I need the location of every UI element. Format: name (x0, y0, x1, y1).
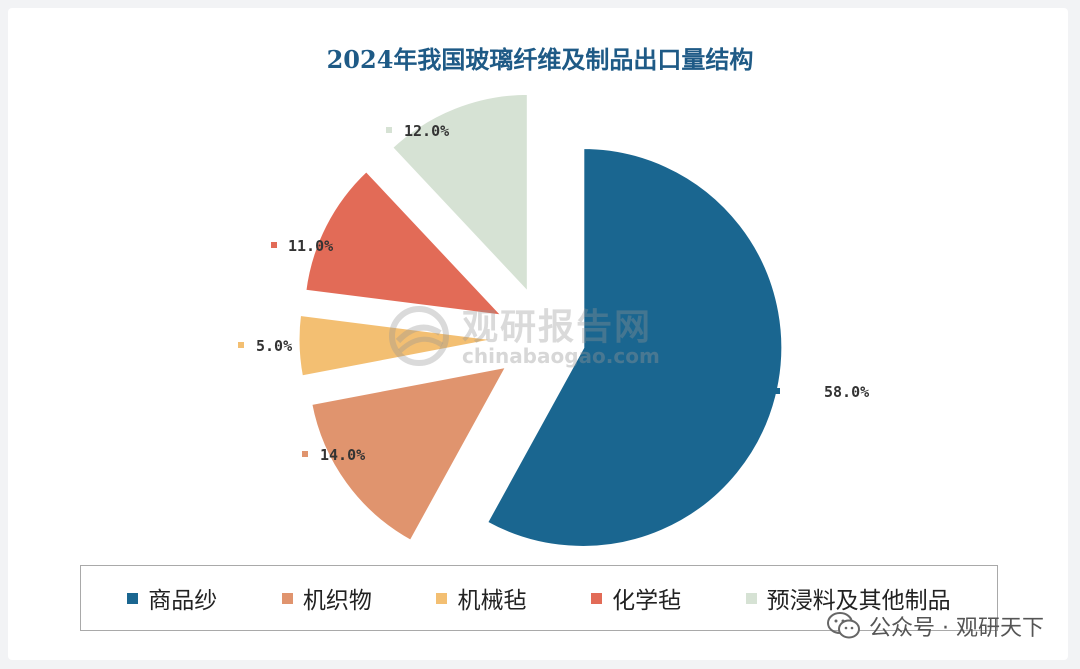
chart-card (8, 8, 1068, 660)
data-label-2: 14.0% (320, 446, 365, 464)
legend-swatch (281, 592, 293, 604)
legend-item: 机织物 (281, 581, 372, 615)
data-label-marker-3 (238, 342, 244, 348)
pie-slice-1 (484, 145, 785, 549)
pie-slice-3 (296, 312, 499, 379)
watermark-domain: chinabaogao.com (462, 344, 660, 368)
data-label-marker-4 (271, 242, 277, 248)
data-label-marker-2 (302, 451, 308, 457)
legend: 商品纱 机织物 机械毡 化学毡 预浸料及其他制品 (80, 565, 998, 631)
data-label-5: 12.0% (404, 122, 449, 140)
legend-label: 机织物 (302, 588, 372, 614)
legend-swatch (127, 592, 139, 604)
legend-item: 商品纱 (127, 581, 217, 615)
footer-text: 公众号 · 观研天下 (869, 616, 1044, 641)
legend-swatch (745, 592, 757, 604)
data-label-3: 5.0% (256, 337, 292, 355)
legend-label: 商品纱 (148, 588, 218, 614)
watermark-logo-icon (389, 306, 449, 366)
chart-title: 2024年我国玻璃纤维及制品出口量结构 (326, 45, 754, 74)
footer: 公众号 · 观研天下 (827, 610, 1044, 642)
pie-slice-4 (303, 168, 508, 319)
legend-swatch (591, 592, 603, 604)
legend-swatch (436, 592, 448, 604)
data-label-4: 11.0% (288, 237, 333, 255)
wechat-icon (827, 612, 861, 639)
legend-item: 机械毡 (436, 581, 526, 615)
data-label-marker-5 (386, 127, 392, 133)
pie-slice-2 (308, 364, 511, 544)
legend-item: 预浸料及其他制品 (745, 581, 951, 615)
legend-label: 机械毡 (457, 588, 527, 614)
legend-item: 化学毡 (591, 581, 681, 615)
watermark-title: 观研报告网 (462, 307, 653, 348)
pie-slice-5 (389, 91, 530, 298)
legend-label: 化学毡 (612, 588, 682, 614)
legend-label: 预浸料及其他制品 (766, 588, 951, 614)
data-label-marker-1 (774, 388, 780, 394)
data-label-1: 58.0% (824, 383, 869, 401)
